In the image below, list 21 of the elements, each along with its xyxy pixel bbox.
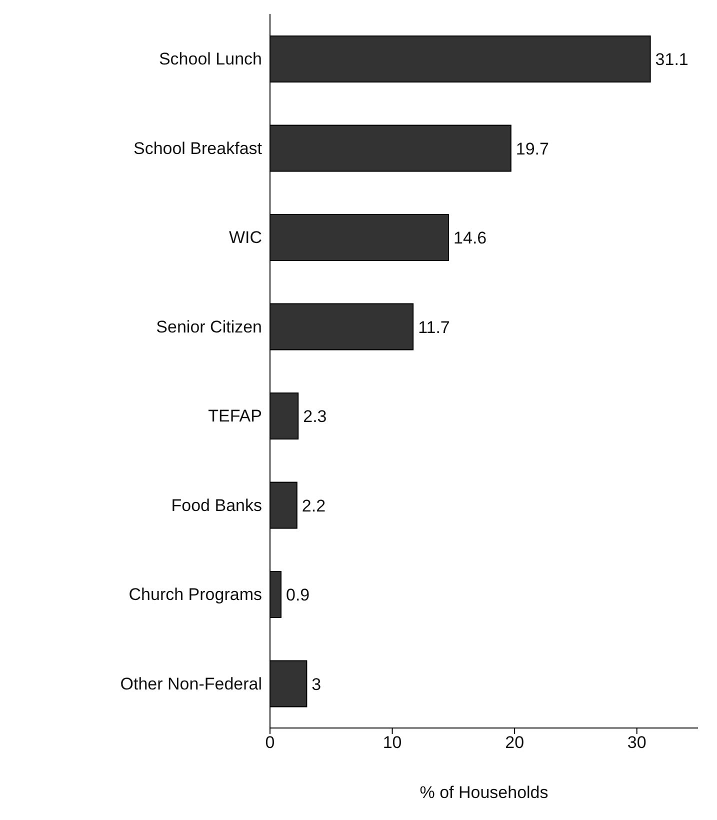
data-label: 31.1 xyxy=(655,50,688,70)
y-tick-label: WIC xyxy=(228,228,262,248)
x-tick-label: 0 xyxy=(265,733,275,752)
x-axis-title: % of Households xyxy=(420,783,548,802)
y-tick-label: Senior Citizen xyxy=(156,317,262,336)
data-label: 0.9 xyxy=(286,586,310,605)
y-tick-label: School Lunch xyxy=(158,50,262,69)
x-tick-label: 30 xyxy=(627,733,646,752)
x-tick-label: 10 xyxy=(382,733,402,752)
y-tick-label: TEFAP xyxy=(208,406,262,426)
data-label: 19.7 xyxy=(516,139,549,158)
y-tick-label: Other Non-Federal xyxy=(120,674,262,694)
data-label: 2.3 xyxy=(303,407,327,426)
data-label: 14.6 xyxy=(454,228,487,248)
y-tick-label: School Breakfast xyxy=(133,138,262,158)
data-label: 11.7 xyxy=(418,318,450,337)
x-tick-label: 20 xyxy=(505,733,524,752)
y-tick-label: Food Banks xyxy=(171,496,262,515)
data-label: 3 xyxy=(312,674,322,694)
data-label: 2.2 xyxy=(302,496,326,516)
y-tick-label: Church Programs xyxy=(128,585,262,604)
